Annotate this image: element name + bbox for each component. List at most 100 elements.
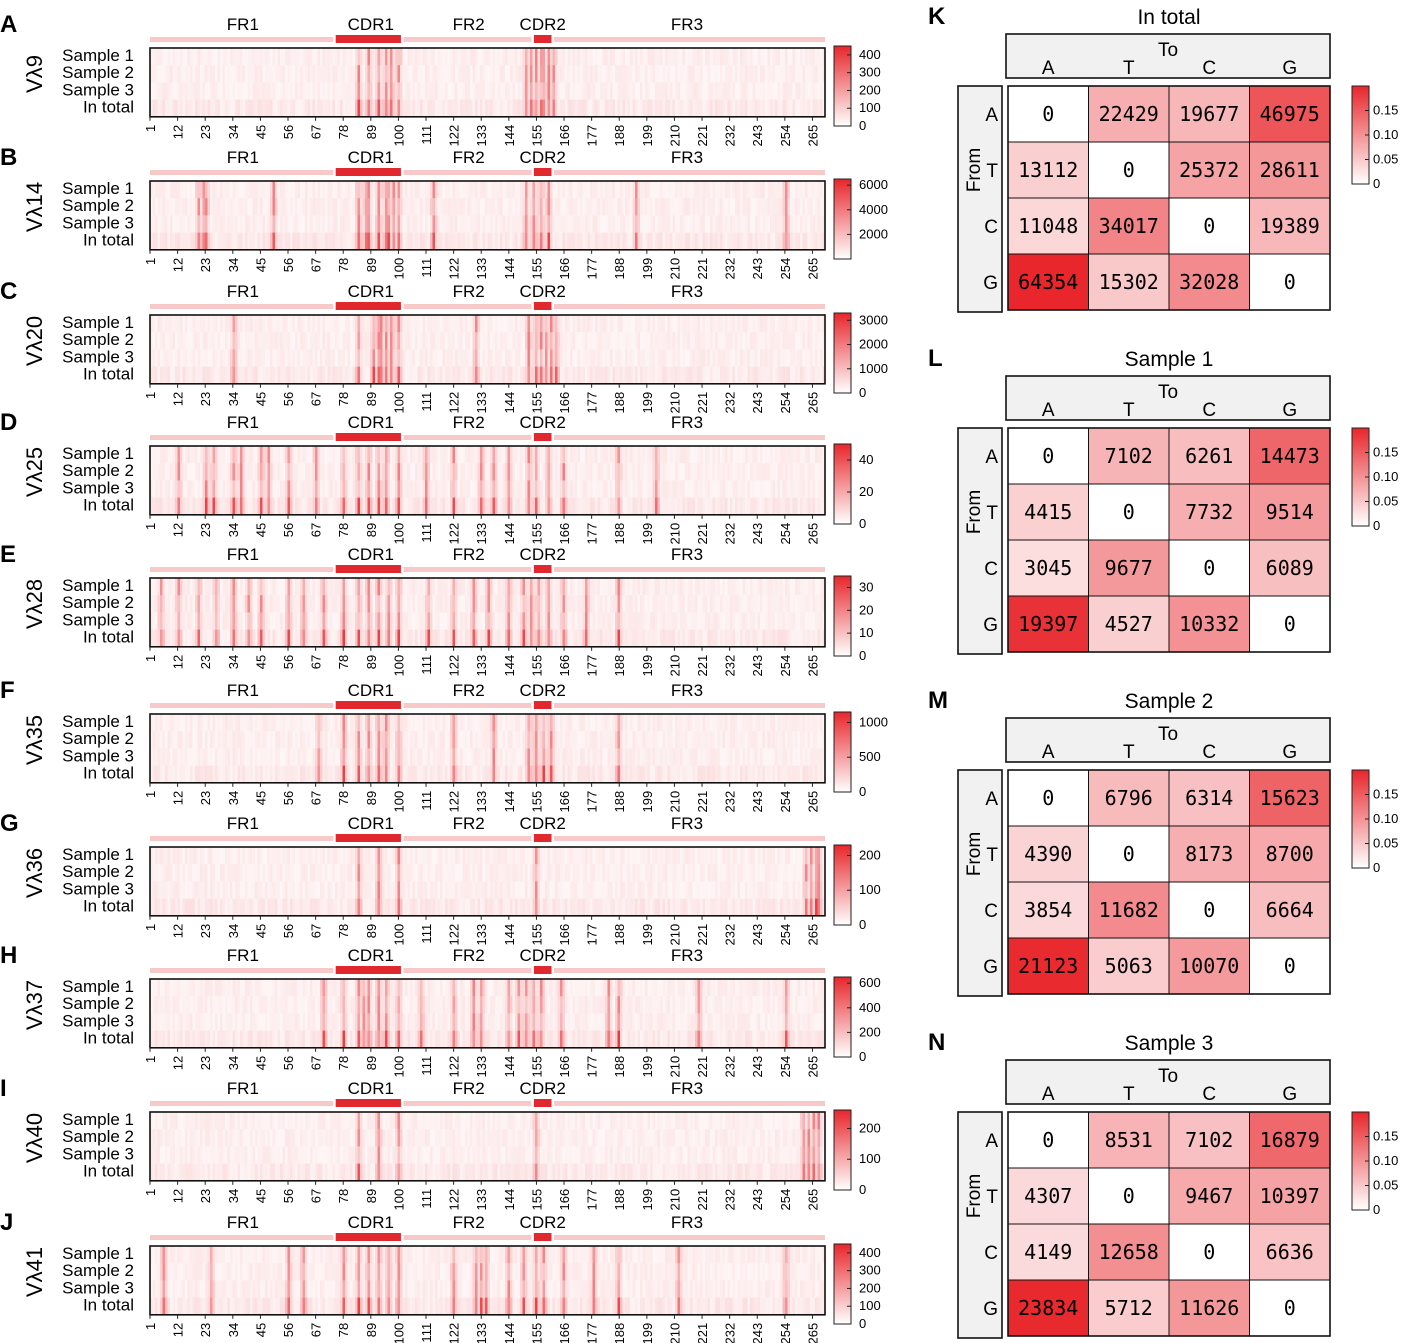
heat-cell (787, 497, 791, 516)
heat-cell (515, 181, 518, 199)
heat-cell (305, 480, 308, 498)
heat-cell (805, 65, 808, 83)
heat-cell (400, 480, 403, 498)
heat-cell (815, 181, 818, 199)
heat-cell (402, 315, 406, 333)
heat-cell (550, 480, 553, 498)
heat-cell (672, 349, 676, 367)
heat-cell (747, 349, 751, 367)
heat-cell (507, 65, 511, 83)
heat-cell (420, 463, 423, 481)
heat-cell (555, 65, 558, 83)
heat-cell (525, 232, 528, 251)
heat-cell (477, 332, 481, 350)
heat-cell (755, 48, 758, 66)
heat-cell (685, 349, 688, 367)
heat-cell (510, 349, 513, 367)
heat-cell (250, 65, 253, 83)
heat-cell (457, 463, 461, 481)
heat-cell (267, 181, 271, 199)
heat-cell (490, 198, 493, 216)
heat-cell (200, 612, 203, 630)
heat-cell (565, 366, 568, 385)
heat-cell (227, 366, 231, 385)
heat-cell (820, 332, 823, 350)
heat-cell (150, 315, 153, 333)
heat-cell (382, 480, 386, 498)
heat-cell (755, 215, 758, 233)
heat-cell (230, 99, 233, 118)
heat-cell (235, 332, 238, 350)
heat-cell (765, 480, 768, 498)
heat-cell (692, 332, 696, 350)
heat-cell (795, 198, 798, 216)
heat-cell (802, 198, 806, 216)
heat-cell (712, 198, 716, 216)
heat-cell (612, 232, 616, 251)
heat-cell (510, 82, 513, 100)
heat-cell (470, 497, 473, 516)
heat-cell (557, 463, 561, 481)
heat-cell (247, 595, 251, 613)
heat-cell (275, 181, 278, 199)
heat-cell (552, 349, 556, 367)
heat-cell (660, 99, 663, 118)
heat-cell (632, 215, 636, 233)
heat-cell (687, 463, 691, 481)
heat-cell (807, 82, 811, 100)
heat-cell (555, 232, 558, 251)
heat-cell (455, 315, 458, 333)
heat-cell (530, 82, 533, 100)
heat-cell (315, 366, 318, 385)
x-tick-label: 221 (695, 523, 710, 545)
heat-cell (432, 65, 436, 83)
heat-cell (467, 198, 471, 216)
heat-cell (560, 82, 563, 100)
heat-cell (642, 65, 646, 83)
heat-cell (762, 463, 766, 481)
heat-cell (292, 315, 296, 333)
heat-cell (180, 65, 183, 83)
heat-cell (807, 463, 811, 481)
heat-cell (557, 366, 561, 385)
heat-cell (790, 82, 793, 100)
heat-cell (772, 215, 776, 233)
heat-cell (162, 480, 166, 498)
heat-cell (790, 215, 793, 233)
heat-cell (247, 181, 251, 199)
heat-cell (502, 65, 506, 83)
heat-cell (762, 366, 766, 385)
heat-cell (327, 65, 331, 83)
heat-cell (287, 612, 291, 630)
heat-cell (205, 315, 208, 333)
heat-cell (315, 446, 318, 464)
heat-cell (182, 366, 186, 385)
heat-cell (765, 198, 768, 216)
heat-cell (625, 463, 628, 481)
heat-cell (792, 349, 796, 367)
heat-cell (400, 332, 403, 350)
heat-cell (270, 65, 273, 83)
heat-cell (812, 198, 816, 216)
heat-cell (342, 349, 346, 367)
heat-cell (352, 463, 356, 481)
heat-cell (172, 497, 176, 516)
heat-cell (370, 82, 373, 100)
region-label: FR1 (227, 282, 259, 301)
heat-cell (185, 181, 188, 199)
heat-cell (165, 215, 168, 233)
heat-cell (697, 315, 701, 333)
heat-cell (535, 232, 538, 251)
heat-cell (675, 480, 678, 498)
heat-cell (427, 48, 431, 66)
heat-cell (167, 181, 171, 199)
heat-cell (527, 232, 531, 251)
heat-cell (667, 446, 671, 464)
heat-cell (207, 315, 211, 333)
heat-cell (552, 232, 556, 251)
heat-cell (282, 366, 286, 385)
heat-cell (325, 578, 328, 596)
heat-cell (815, 232, 818, 251)
heat-cell (625, 82, 628, 100)
heat-cell (455, 181, 458, 199)
